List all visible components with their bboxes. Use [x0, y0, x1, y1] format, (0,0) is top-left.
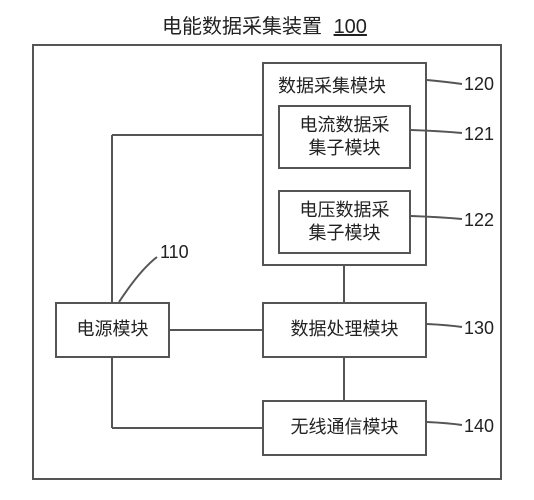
diagram-title: 电能数据采集装置 100 [162, 10, 367, 39]
communication-module-box: 无线通信模块 [262, 400, 427, 456]
ref-110: 110 [160, 242, 189, 263]
communication-module-label: 无线通信模块 [291, 416, 399, 439]
ref-122: 122 [464, 210, 494, 231]
current-submodule-box: 电流数据采 集子模块 [278, 105, 411, 169]
title-ref: 100 [334, 16, 367, 38]
voltage-submodule-box: 电压数据采 集子模块 [278, 190, 411, 254]
processing-module-label: 数据处理模块 [291, 318, 399, 341]
ref-130: 130 [464, 318, 494, 339]
power-module-label: 电源模块 [77, 318, 149, 341]
current-submodule-label: 电流数据采 集子模块 [300, 114, 390, 161]
ref-121: 121 [464, 124, 494, 145]
acquisition-module-label: 数据采集模块 [278, 72, 386, 98]
diagram-root: 电能数据采集装置 100 电源模块 数据采集模块 电流数据采 集子模块 电压数据… [0, 0, 534, 500]
ref-120: 120 [464, 74, 494, 95]
power-module-box: 电源模块 [55, 302, 170, 358]
processing-module-box: 数据处理模块 [262, 302, 427, 358]
voltage-submodule-label: 电压数据采 集子模块 [300, 199, 390, 246]
title-text: 电能数据采集装置 [162, 16, 322, 38]
ref-140: 140 [464, 416, 494, 437]
